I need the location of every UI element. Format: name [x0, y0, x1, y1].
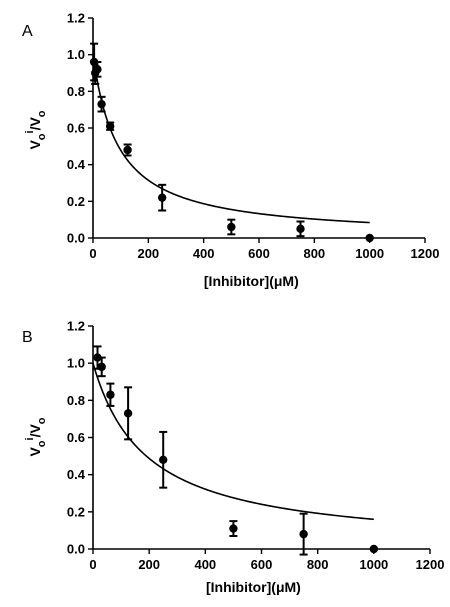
data-point — [123, 409, 133, 418]
data-point — [369, 544, 379, 554]
y-axis-label: Voi/Vo — [24, 110, 48, 149]
x-tick-label: 800 — [303, 246, 325, 261]
y-tick-label: 0.4 — [67, 467, 86, 482]
x-tick-label: 200 — [138, 557, 160, 572]
y-tick-label: 1.0 — [67, 47, 85, 62]
x-tick-label: 0 — [89, 246, 96, 261]
y-tick-label: 1.2 — [67, 11, 85, 26]
x-tick-label: 0 — [89, 557, 96, 572]
data-point — [97, 99, 106, 109]
data-point — [229, 524, 238, 533]
y-tick-label: 0.6 — [67, 430, 85, 445]
y-tick-label: 0.2 — [67, 194, 85, 209]
fit-curve — [92, 362, 374, 521]
x-axis-label: [Inhibitor](μM) — [204, 273, 299, 289]
data-point — [106, 390, 115, 399]
y-tick-label: 0.0 — [67, 231, 85, 246]
data-point — [296, 224, 305, 234]
x-tick-label: 400 — [194, 557, 216, 572]
data-point — [157, 193, 167, 202]
y-tick-label: 0.0 — [67, 542, 85, 557]
fit-curve — [92, 54, 370, 224]
panel-label: A — [22, 23, 33, 40]
y-tick-label: 1.2 — [67, 319, 85, 334]
x-tick-label: 600 — [248, 246, 270, 261]
data-point — [97, 362, 106, 372]
y-tick-label: 0.8 — [67, 84, 85, 99]
panel-label: B — [22, 329, 33, 346]
data-point — [123, 145, 132, 155]
y-axis-label: Voi/Vo — [24, 417, 48, 456]
data-point — [105, 121, 115, 131]
y-tick-label: 0.2 — [67, 504, 85, 519]
chart-panel-b: B 0.0 0.2 0.4 0.6 0.8 1.0 1.2 0 200 400 600 800 1000 1… — [22, 319, 444, 596]
y-tick-label: 0.6 — [67, 121, 85, 136]
x-tick-label: 200 — [137, 246, 159, 261]
x-tick-label: 600 — [251, 557, 273, 572]
x-tick-label: 800 — [307, 557, 329, 572]
y-tick-label: 1.0 — [67, 356, 85, 371]
y-tick-label: 0.4 — [67, 157, 86, 172]
y-tick-label: 0.8 — [67, 393, 85, 408]
x-tick-label: 1200 — [416, 557, 445, 572]
data-point — [93, 353, 102, 362]
chart-panel-a: A 0.0 0.2 0.4 0.6 0.8 1.0 1.2 0 200 400 600 800 1000 1… — [22, 11, 439, 290]
data-point — [299, 529, 308, 539]
data-point — [227, 222, 236, 232]
x-axis-label: [Inhibitor](μM) — [206, 579, 301, 595]
x-tick-label: 1000 — [355, 246, 384, 261]
x-tick-label: 400 — [193, 246, 215, 261]
data-point — [93, 65, 102, 74]
x-tick-label: 1200 — [411, 246, 440, 261]
data-point — [365, 233, 374, 243]
data-point — [159, 455, 168, 464]
x-tick-label: 1000 — [359, 557, 388, 572]
